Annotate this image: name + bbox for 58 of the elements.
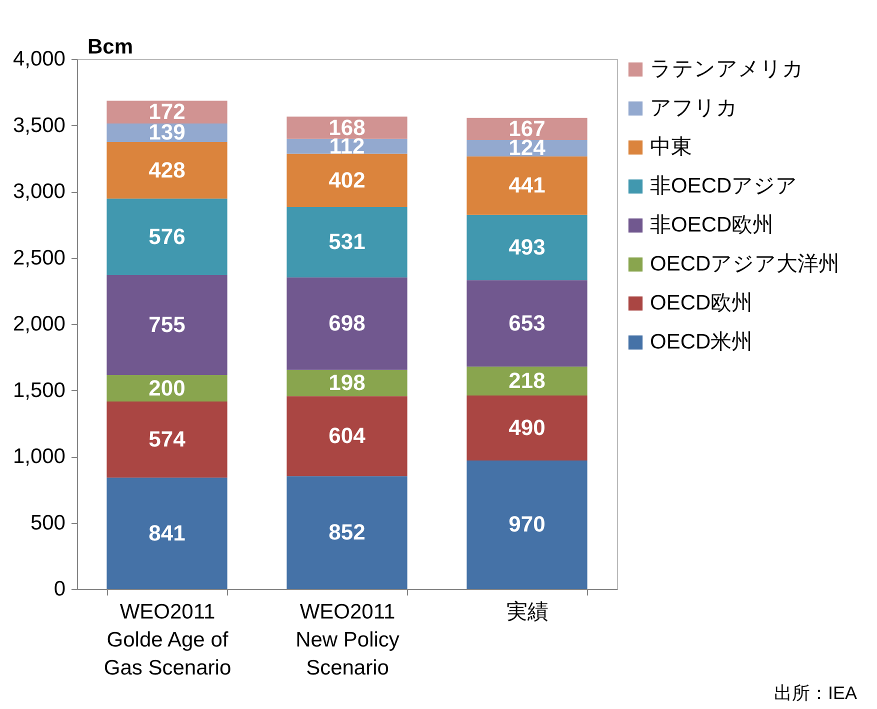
y-tick-label: 500 bbox=[30, 511, 66, 534]
bar bbox=[466, 156, 588, 215]
y-tick-label: 3,000 bbox=[12, 180, 66, 203]
legend-label: ラテンアメリカ bbox=[650, 58, 804, 80]
data-label: 531 bbox=[328, 229, 366, 254]
x-tick-label: 実績 bbox=[506, 600, 548, 624]
bar bbox=[106, 100, 228, 124]
bar bbox=[466, 280, 588, 367]
bar bbox=[286, 396, 408, 476]
data-label: 200 bbox=[148, 375, 186, 400]
bar bbox=[106, 375, 228, 402]
bar bbox=[466, 366, 588, 396]
y-tick-label: 2,500 bbox=[12, 246, 66, 270]
data-label: 493 bbox=[508, 234, 546, 260]
data-label: 198 bbox=[328, 370, 366, 395]
bar bbox=[286, 277, 408, 370]
y-tick-label: 3,500 bbox=[12, 114, 66, 137]
y-tick-label: 0 bbox=[54, 578, 66, 600]
bar bbox=[106, 478, 228, 589]
data-label: 970 bbox=[508, 512, 546, 537]
y-tick-label: 1,500 bbox=[12, 378, 66, 402]
bar bbox=[466, 396, 588, 460]
data-label: 653 bbox=[508, 310, 546, 336]
bar bbox=[106, 402, 228, 478]
x-tick-label: WEO2011 New Policy Scenario bbox=[296, 600, 400, 680]
legend-label: OECDアジア大洋州 bbox=[650, 252, 840, 276]
bar bbox=[466, 214, 588, 280]
x-tick-label: WEO2011 Golde Age of Gas Scenario bbox=[104, 600, 232, 680]
data-label: 428 bbox=[148, 157, 186, 182]
bar bbox=[286, 154, 408, 208]
legend-label: 非OECD欧州 bbox=[650, 214, 774, 236]
bar bbox=[106, 142, 228, 199]
y-axis-title: Bcm bbox=[88, 36, 134, 58]
bar bbox=[466, 460, 588, 589]
data-label: 402 bbox=[328, 167, 366, 192]
bar bbox=[286, 476, 408, 589]
data-label: 441 bbox=[508, 172, 546, 198]
legend-label: 中東 bbox=[650, 136, 692, 158]
data-label: 604 bbox=[328, 423, 366, 448]
legend-label: OECD米州 bbox=[650, 330, 753, 354]
data-label: 218 bbox=[508, 368, 546, 394]
data-label: 841 bbox=[148, 520, 186, 546]
y-tick-label: 1,000 bbox=[12, 445, 66, 468]
legend-label: アフリカ bbox=[650, 96, 738, 120]
y-tick-label: 4,000 bbox=[12, 48, 66, 70]
data-label: 852 bbox=[328, 520, 366, 545]
data-label: 576 bbox=[148, 224, 186, 249]
bar bbox=[106, 274, 228, 376]
data-label: 574 bbox=[148, 426, 186, 452]
y-tick-label: 2,000 bbox=[12, 312, 66, 336]
bar bbox=[106, 198, 228, 275]
data-label: 698 bbox=[328, 310, 366, 336]
data-label: 755 bbox=[148, 312, 186, 337]
legend-label: OECD欧州 bbox=[650, 292, 753, 314]
legend-label: 非OECDアジア bbox=[650, 174, 798, 198]
bar bbox=[286, 207, 408, 278]
data-label: 490 bbox=[508, 415, 546, 440]
text: 出所：IEA bbox=[774, 682, 857, 705]
